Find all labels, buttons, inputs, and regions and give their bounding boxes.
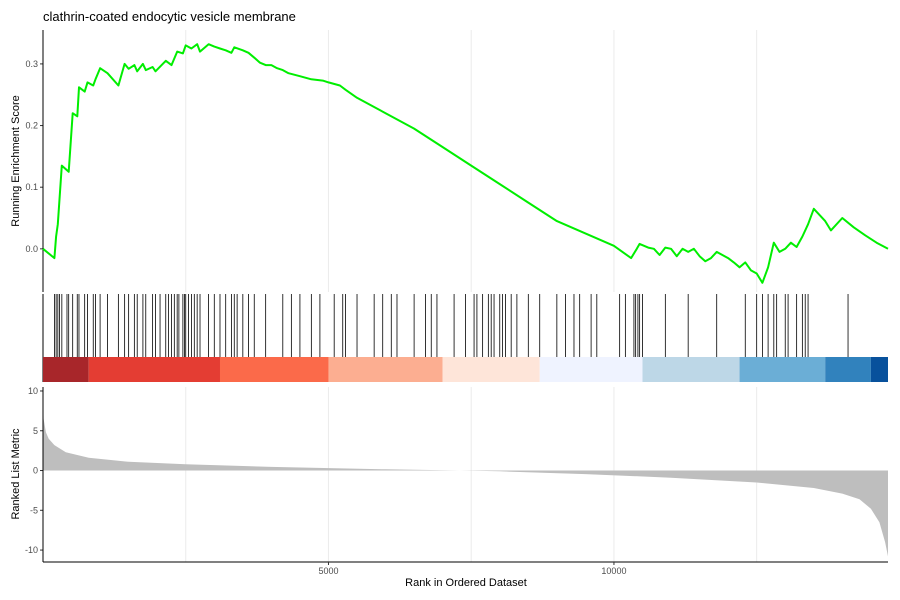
- es-y-tick-label-1: 0.1: [25, 182, 38, 192]
- metric-y-tick-label-1: 5: [33, 426, 38, 436]
- y-axis-title-running-score: Running Enrichment Score: [10, 95, 22, 226]
- color-band-panel: [43, 357, 888, 382]
- running-score-line: [42, 43, 889, 284]
- metric-y-tick-label-3: -5: [30, 505, 38, 515]
- ranked-metric-area: [43, 395, 888, 557]
- y-axis-title-ranked-metric: Ranked List Metric: [10, 428, 22, 520]
- es-y-tick-label-2: 0.2: [25, 121, 38, 131]
- ranked-metric-panel: 10 5 0 -5 -10 5000 10000: [25, 386, 888, 576]
- metric-y-tick-label-0: 10: [28, 386, 38, 396]
- metric-y-tick-label-4: -10: [25, 545, 38, 555]
- color-band-segment-9: [870, 357, 888, 382]
- es-y-tick-label-0: 0.0: [25, 244, 38, 254]
- color-band-segment-3: [328, 357, 443, 382]
- x-tick-label-1: 10000: [601, 566, 626, 576]
- color-band-segment-4: [442, 357, 540, 382]
- color-band-segment-1: [88, 357, 220, 382]
- metric-y-tick-label-2: 0: [33, 466, 38, 476]
- color-band-segment-5: [539, 357, 643, 382]
- color-band-segment-6: [642, 357, 740, 382]
- chart-title: clathrin-coated endocytic vesicle membra…: [43, 9, 296, 24]
- color-band-segment-0: [43, 357, 89, 382]
- color-band-segment-2: [219, 357, 329, 382]
- es-y-tick-label-3: 0.3: [25, 59, 38, 69]
- color-band-segment-8: [825, 357, 871, 382]
- color-band-segment-7: [739, 357, 826, 382]
- running-score-panel: 0.0 0.1 0.2 0.3: [25, 30, 889, 292]
- hits-panel: [42, 294, 849, 382]
- x-axis-title: Rank in Ordered Dataset: [405, 577, 527, 589]
- x-tick-label-0: 5000: [318, 566, 338, 576]
